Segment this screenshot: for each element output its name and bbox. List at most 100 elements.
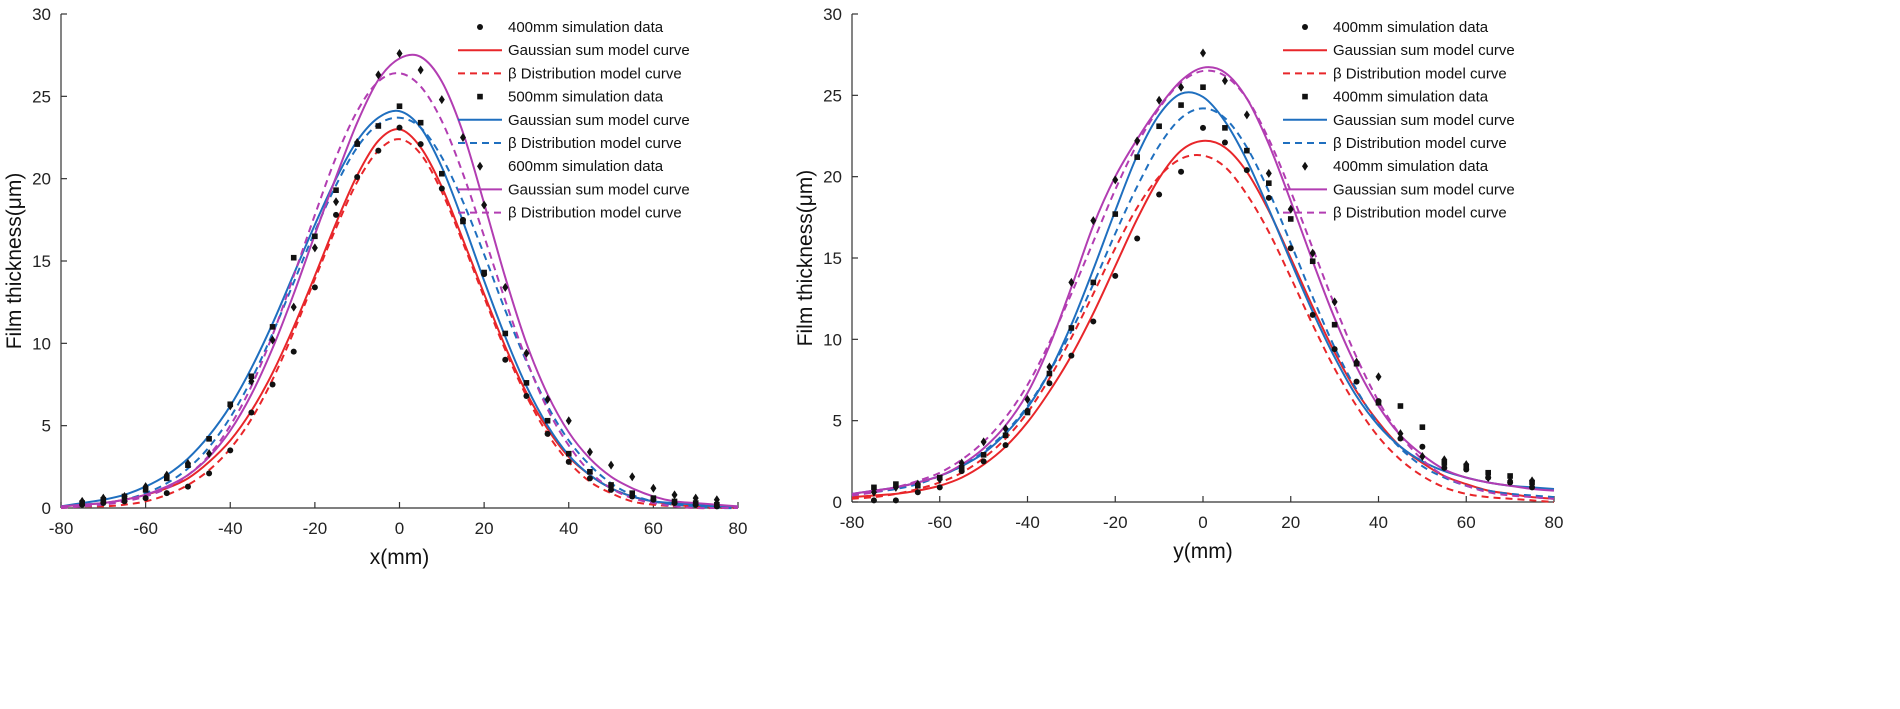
- data-point: [587, 468, 593, 475]
- data-point: [269, 381, 276, 388]
- legend: 400mm simulation data Gaussian sum model …: [458, 19, 690, 222]
- data-point: [1002, 424, 1009, 434]
- data-point: [375, 123, 382, 129]
- data-point: [375, 70, 382, 80]
- data-point: [1222, 125, 1228, 131]
- data-point: [650, 495, 657, 501]
- data-point: [1529, 476, 1536, 486]
- data-point: [396, 49, 403, 59]
- data-point: [629, 490, 636, 496]
- data-point: [544, 430, 551, 437]
- data-point: [671, 498, 678, 505]
- data-point: [290, 302, 297, 312]
- data-point: [269, 324, 276, 330]
- data-point: [439, 170, 445, 177]
- data-point: [1221, 76, 1228, 86]
- legend-label: 400mm simulation data: [1333, 158, 1489, 175]
- data-point: [375, 147, 382, 154]
- data-point: [142, 495, 149, 502]
- data-point: [481, 269, 487, 276]
- series-line-6: [60, 116, 739, 510]
- data-point: [227, 447, 234, 454]
- data-point: [1178, 82, 1185, 92]
- series-line-9: [851, 69, 1555, 500]
- data-point: [248, 373, 255, 380]
- data-point: [1463, 460, 1470, 470]
- data-point: [936, 484, 943, 491]
- y-tick-label: 30: [32, 5, 51, 24]
- data-point: [1112, 272, 1119, 279]
- legend-label: β Distribution model curve: [1333, 135, 1507, 152]
- data-point: [206, 436, 212, 442]
- x-tick-label: 0: [395, 519, 404, 538]
- data-point: [438, 95, 445, 105]
- data-point: [502, 282, 509, 292]
- data-point: [892, 482, 899, 492]
- data-point: [1156, 95, 1163, 105]
- data-point: [980, 458, 987, 465]
- legend: 400mm simulation data Gaussian sum model …: [1283, 19, 1515, 222]
- data-point: [692, 500, 699, 506]
- data-point: [608, 486, 615, 493]
- data-point: [1441, 455, 1448, 465]
- data-point: [460, 218, 466, 225]
- legend-label: Gaussian sum model curve: [1333, 112, 1515, 129]
- y-tick-label: 10: [823, 330, 842, 349]
- data-point: [1375, 399, 1382, 406]
- data-point: [121, 491, 128, 501]
- x-tick-label: -40: [1015, 513, 1040, 532]
- data-point: [1265, 194, 1272, 201]
- data-point: [1134, 136, 1141, 146]
- data-point: [958, 465, 965, 471]
- data-point: [870, 497, 877, 504]
- data-point: [870, 487, 877, 497]
- data-point: [1397, 429, 1404, 439]
- data-point: [671, 490, 678, 500]
- data-point: [1090, 318, 1097, 325]
- data-point: [79, 496, 86, 506]
- data-point: [523, 348, 530, 358]
- y-tick-label: 0: [42, 499, 51, 518]
- data-point: [1353, 357, 1360, 367]
- data-point: [417, 65, 424, 75]
- data-point: [523, 380, 530, 386]
- data-point: [1353, 378, 1360, 385]
- y-tick-label: 0: [833, 493, 842, 512]
- x-tick-label: 60: [1457, 513, 1476, 532]
- x-axis-title: x(mm): [370, 546, 429, 569]
- data-point: [1068, 325, 1075, 331]
- data-point: [333, 187, 339, 193]
- legend-label: 500mm simulation data: [508, 89, 664, 106]
- data-point: [1134, 154, 1140, 160]
- legend-label: 400mm simulation data: [1333, 89, 1489, 106]
- data-point: [1287, 204, 1294, 214]
- data-point: [629, 472, 636, 482]
- data-point: [121, 498, 128, 505]
- data-point: [980, 437, 987, 447]
- data-point: [1178, 168, 1185, 175]
- data-point: [980, 452, 987, 458]
- x-tick-label: 40: [559, 519, 578, 538]
- data-point: [1046, 370, 1053, 377]
- series-line-3: [851, 153, 1555, 503]
- data-point: [1419, 451, 1426, 461]
- data-point: [565, 416, 572, 426]
- y-tick-label: 20: [823, 168, 842, 187]
- legend-label: β Distribution model curve: [508, 65, 682, 82]
- data-point: [269, 335, 276, 345]
- series-markers-7: [79, 49, 720, 506]
- x-tick-label: -20: [303, 519, 328, 538]
- data-point: [481, 200, 488, 210]
- series-line-5: [60, 109, 739, 508]
- data-point: [206, 449, 213, 459]
- data-point: [502, 330, 509, 337]
- series-markers-7: [870, 48, 1536, 497]
- x-tick-label: -60: [927, 513, 952, 532]
- data-point: [914, 489, 921, 496]
- legend-label: 600mm simulation data: [508, 158, 664, 175]
- data-point: [1046, 362, 1053, 372]
- data-point: [312, 233, 318, 240]
- data-point: [544, 417, 551, 424]
- data-point: [544, 394, 551, 404]
